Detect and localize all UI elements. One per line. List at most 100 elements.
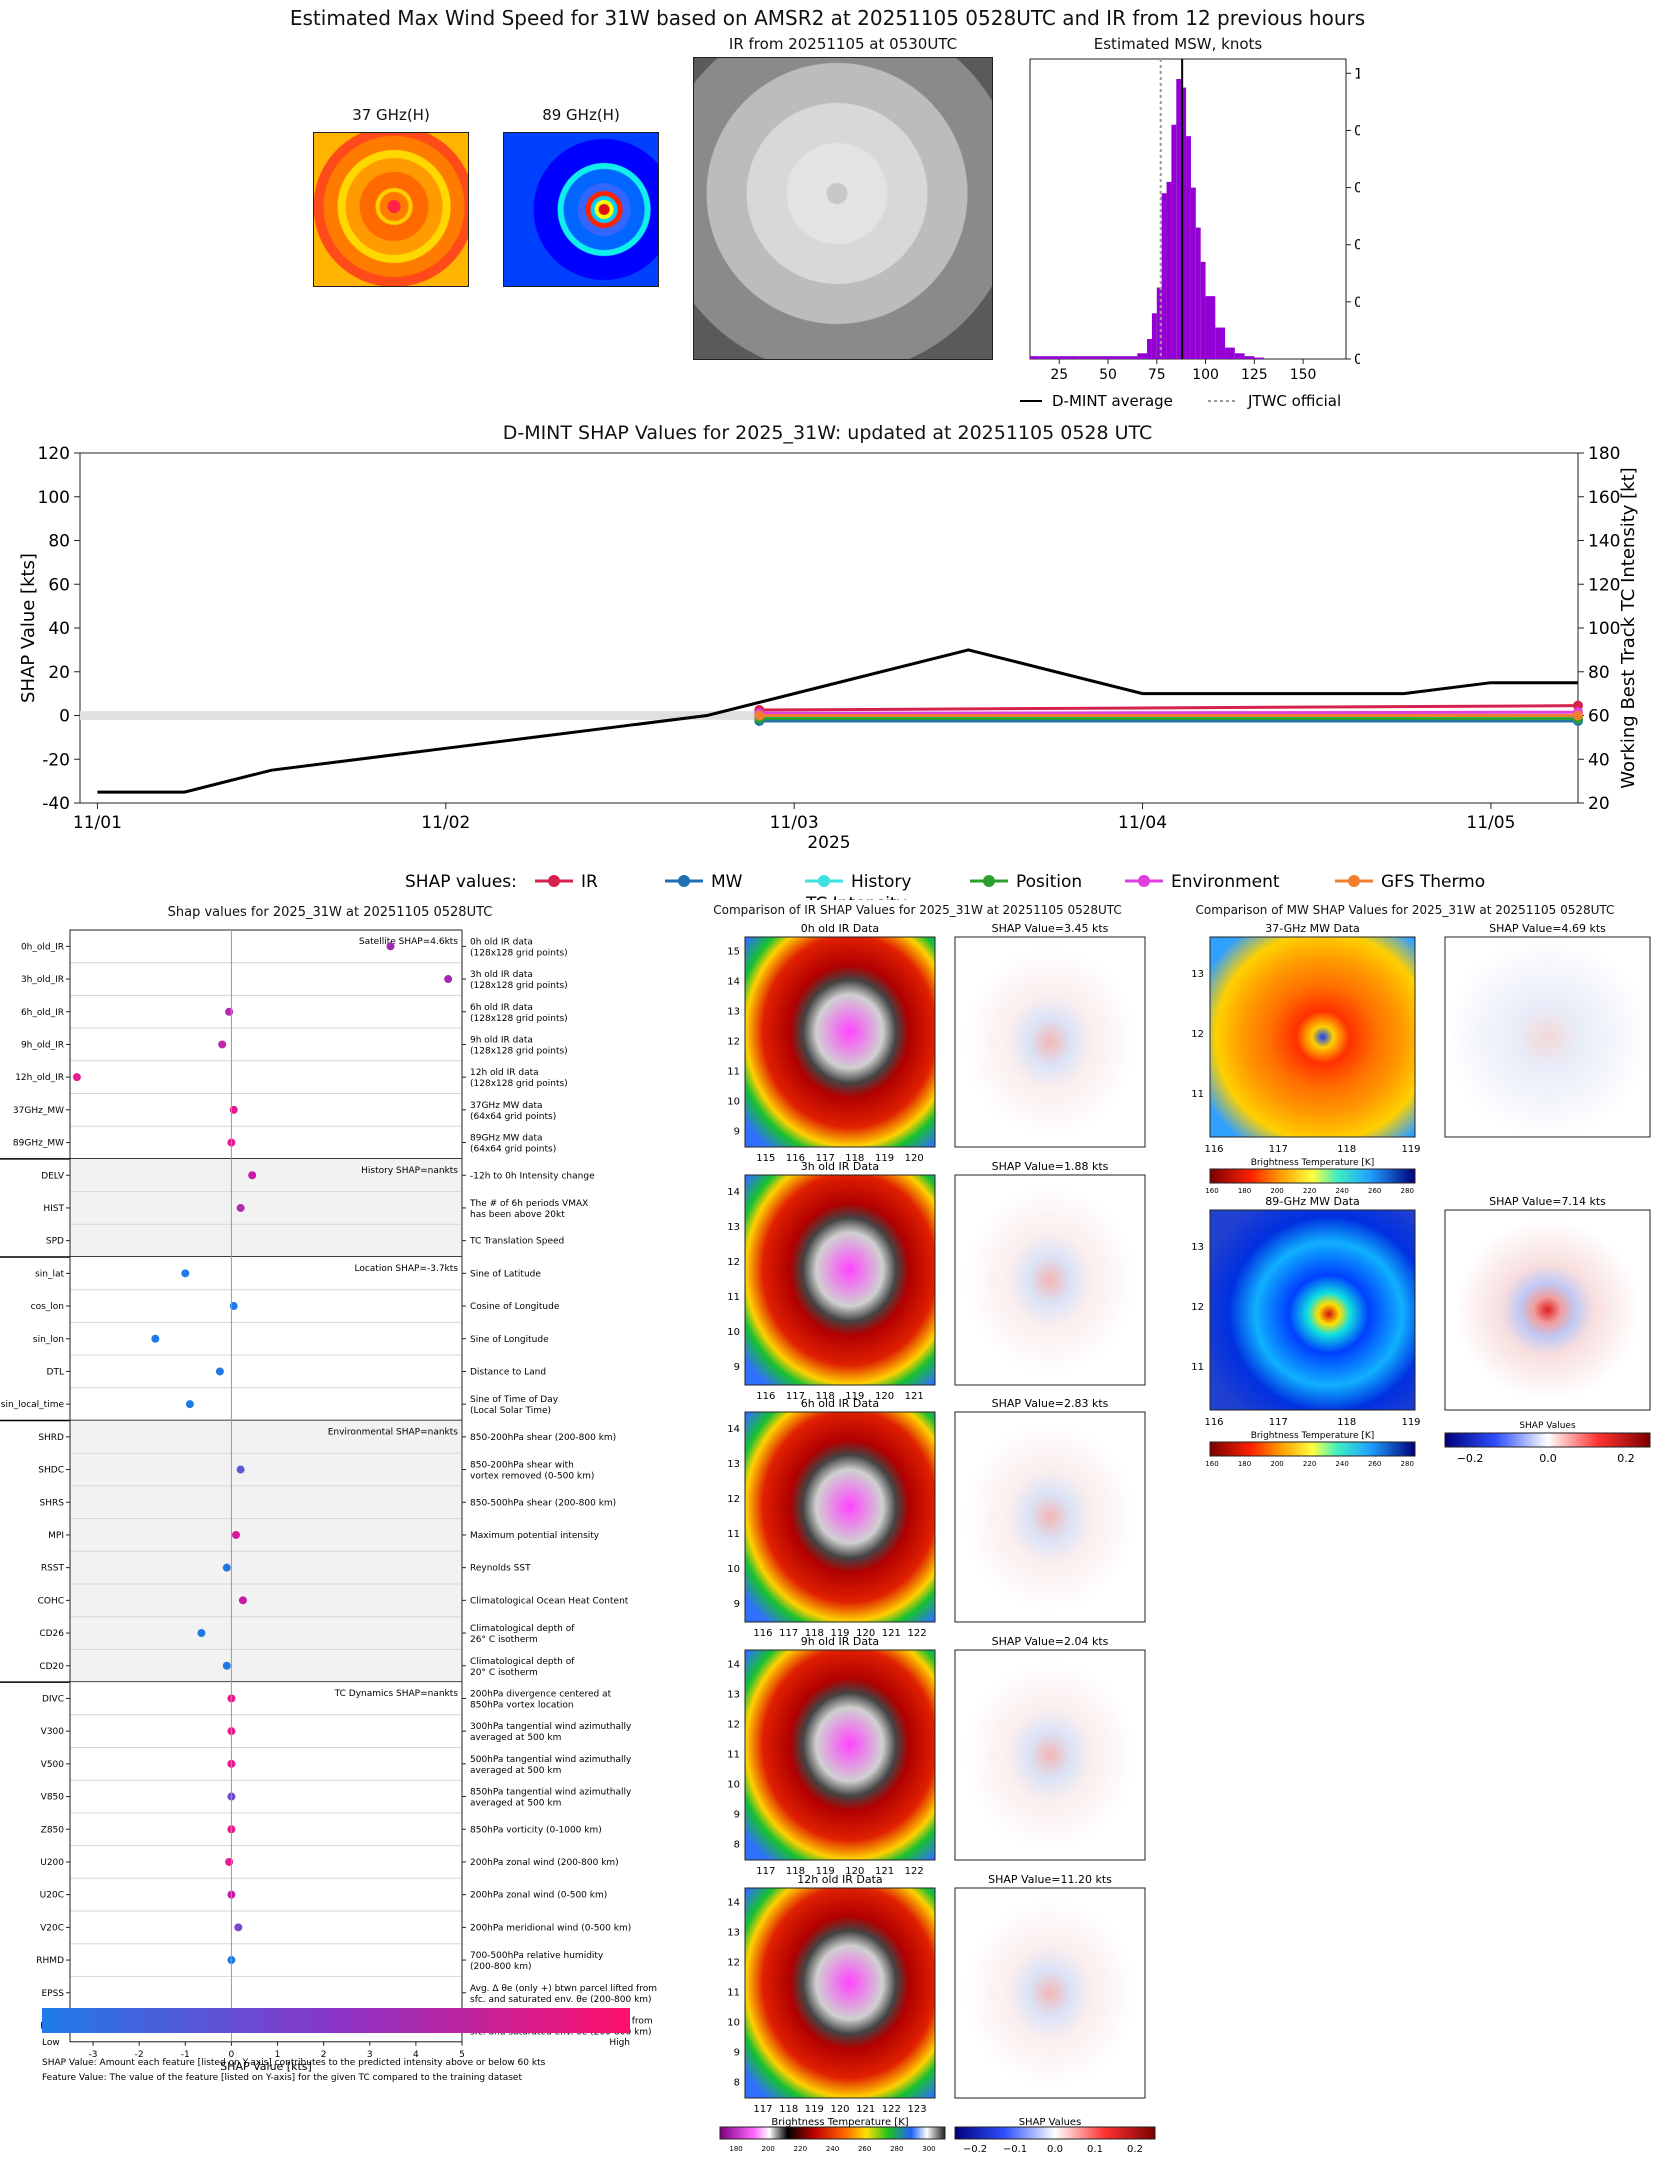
ir-xtick-label: 117 [786,1391,805,1402]
ts-ytick-left-label: -20 [42,750,70,770]
ir-ytick-label: 12 [727,1720,740,1731]
hist-ytick-label: 0.4 [1354,238,1360,254]
feature-name: SPD [46,1237,64,1247]
hist-bar [1181,87,1187,360]
ir-bt-tick: 180 [729,2145,742,2153]
ir-xtick-label: 119 [875,1153,894,1164]
feature-desc: -12h to 0h Intensity change [470,1171,595,1181]
ir-shap-tick: 0.1 [1087,2144,1103,2155]
mw-bt-label: Brightness Temperature [K] [1251,1431,1375,1441]
mw-bt-tick: 280 [1401,1187,1414,1195]
feature-desc: 850-200hPa shear (200-800 km) [470,1433,616,1443]
hist-bar [1161,193,1167,359]
ir-title: IR from 20251105 at 0530UTC [728,35,958,53]
feature-name: SHDC [38,1466,64,1476]
feature-desc: Climatological depth of [470,1624,575,1634]
mw-bt-tick: 220 [1303,1187,1316,1195]
feature-desc: TC Translation Speed [469,1237,564,1247]
mw-shap-cb-label: SHAP Values [1519,1421,1576,1431]
ir-shap-tick: −0.1 [1003,2144,1027,2155]
ir-xtick-label: 117 [753,2104,772,2115]
feature-desc: 300hPa tangential wind azimuthally [470,1722,632,1732]
hist-bar [1171,124,1177,359]
feature-desc: Sine of Latitude [470,1269,541,1279]
feature-name: U200 [40,1858,64,1868]
hist-bar [1195,227,1201,359]
feature-name: COHC [38,1596,64,1606]
feature-xlabel: SHAP Value [kts] [220,2060,312,2073]
ts-legend-marker [548,875,560,887]
mw-bt-tick: 160 [1205,1460,1218,1468]
hist-bar [1127,356,1138,359]
feature-name: sin_local_time [1,1400,65,1410]
feature-xtick-label: -3 [89,2050,98,2060]
ir-bt-tick: 220 [794,2145,807,2153]
ts-ytick-right-label: 180 [1588,444,1620,464]
feature-shap-point [222,1563,231,1572]
ts-legend-item: MW [711,872,743,892]
hist-xtick-label: 100 [1192,367,1219,383]
ts-ylabel-right: Working Best Track TC Intensity [kt] [1618,467,1639,788]
ir-shap-image [954,1174,1146,1386]
ir-ytick-label: 13 [727,1007,740,1018]
ir-bt-tick: 200 [762,2145,775,2153]
mw-xtick-label: 117 [1269,1144,1288,1155]
ts-ytick-left-label: 0 [59,707,70,727]
mw-panel-label: 89-GHz MW Data [1265,1195,1360,1208]
colorbar-high-label: High [609,2038,630,2048]
mw-bt-tick: 200 [1270,1187,1283,1195]
feature-desc: 500hPa tangential wind azimuthally [470,1755,632,1765]
feature-xtick-label: 0 [229,2050,235,2060]
feature-shap-point [181,1269,190,1278]
mw-compare-panels: 37-GHz MW Data 116 117 118 119 13 12 11 Brightne… [1191,922,1651,1468]
feature-desc: (128x128 grid points) [470,948,568,958]
ts-legend-item: Environment [1171,872,1280,892]
feature-desc: 200hPa zonal wind (200-800 km) [470,1858,619,1868]
feature-name: 12h_old_IR [15,1073,64,1083]
ir-panel-label: 12h old IR Data [797,1873,882,1886]
ir-shap-label: SHAP Value=3.45 kts [992,922,1109,935]
hist-bar [1205,296,1216,359]
hist-bar [1215,327,1226,359]
hist-xtick-label: 125 [1241,367,1268,383]
feature-name: SHRS [40,1498,65,1508]
ts-legend-item: Position [1016,872,1082,892]
feature-shap-point [248,1171,257,1180]
mw-xtick-label: 116 [1204,1417,1223,1428]
hist-bar [1078,356,1089,359]
ts-xlabel: 2025 [807,833,850,853]
mw-bt-tick: 220 [1303,1460,1316,1468]
ir-ytick-label: 11 [727,1988,740,1999]
ir-bt-tick: 240 [826,2145,839,2153]
ir-ytick-label: 12 [727,1958,740,1969]
ts-xtick-label: 11/05 [1466,813,1515,833]
ts-ylabel-left: SHAP Value [kts] [18,553,39,703]
ir-ytick-label: 12 [727,1257,740,1268]
mw-shap-colorbar [1444,1432,1651,1448]
ts-ytick-right-label: 20 [1588,794,1610,814]
ts-legend-marker [1348,875,1360,887]
mw-shap-image [1444,1209,1651,1411]
ir-ytick-label: 9 [734,1599,740,1610]
shap-series-environment [759,710,1579,715]
ir-shap-image [954,1887,1146,2099]
ir-ytick-label: 9 [734,2048,740,2059]
feature-desc: (64x64 grid points) [470,1145,556,1155]
feature-name: 89GHz_MW [13,1139,64,1149]
mw-bt-label: Brightness Temperature [K] [1251,1158,1375,1168]
ts-ytick-left-label: -40 [42,794,70,814]
feature-group-bg [70,1158,462,1257]
ir-panel-label: 9h old IR Data [801,1635,879,1648]
hist-xtick-label: 50 [1099,367,1117,383]
ir-xtick-label: 122 [905,1866,924,1877]
feature-desc: sfc. and saturated env. θe (200-800 km) [470,1995,652,2005]
ir-xtick-label: 116 [756,1391,775,1402]
ir-shap-image [954,936,1146,1148]
feature-shap-chart: Satellite SHAP=4.6kts 0h_old_IR 0h old IR … [0,929,657,2083]
ir-ytick-label: 11 [727,1529,740,1540]
feature-group-label: History SHAP=nankts [361,1166,458,1176]
feature-name: SHRD [38,1433,64,1443]
mw-xtick-label: 118 [1337,1417,1356,1428]
feature-xtick-label: 3 [367,2050,373,2060]
